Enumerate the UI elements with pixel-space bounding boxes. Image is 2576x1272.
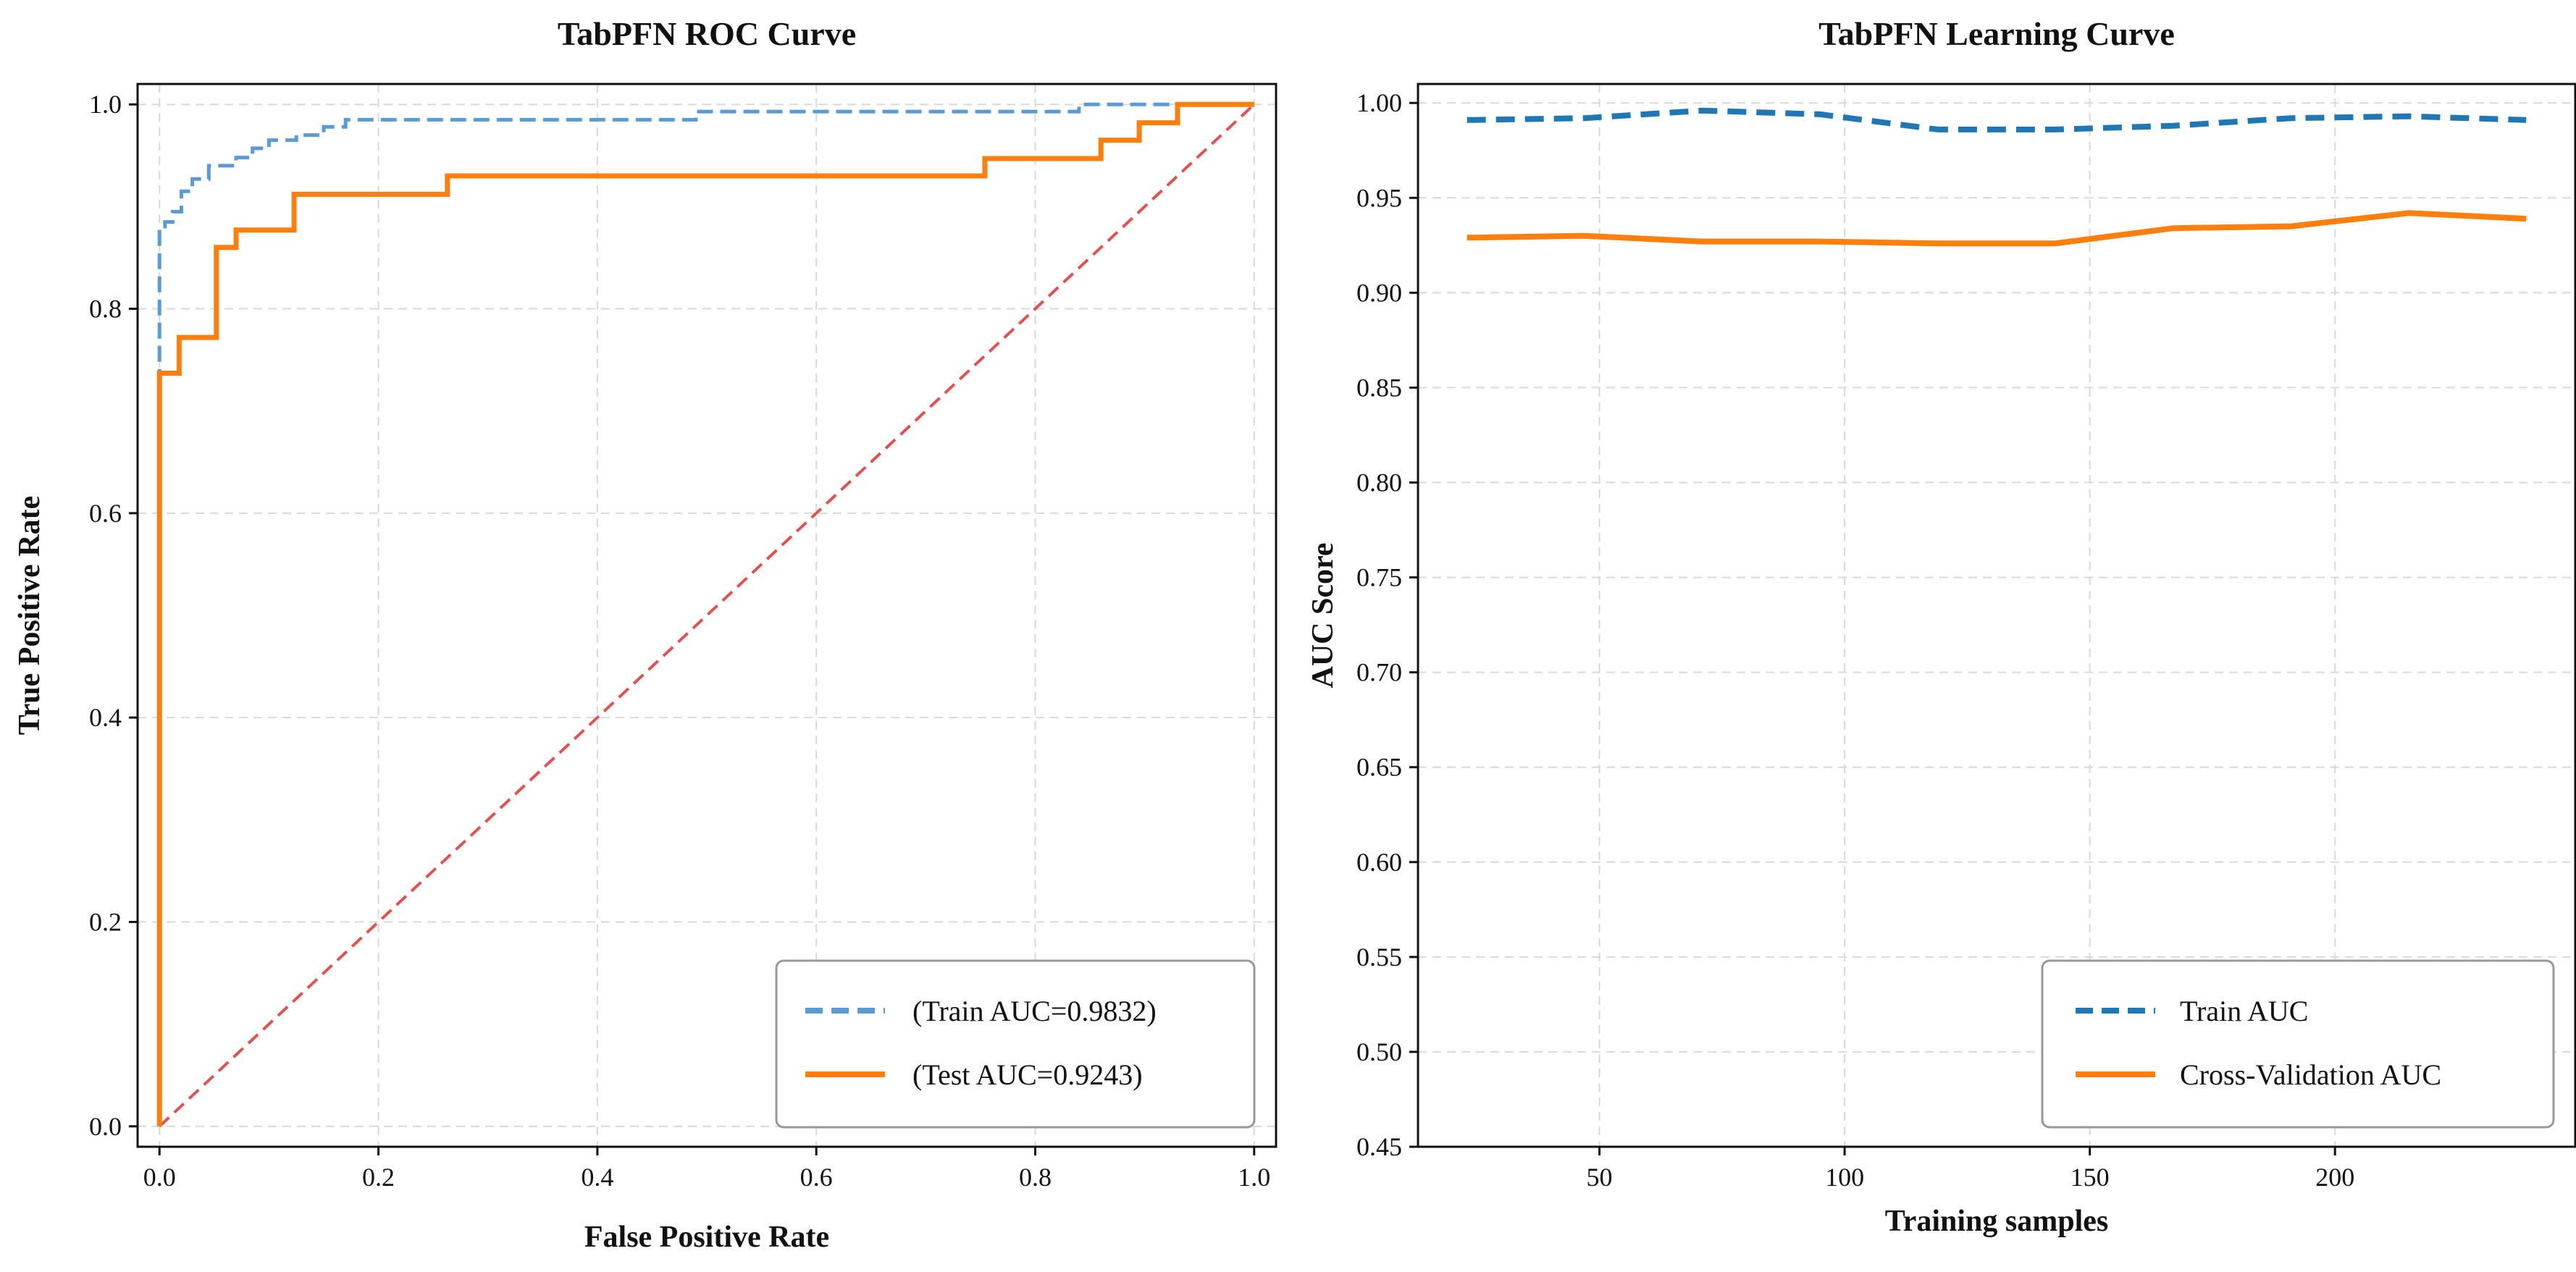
learning-curve-x-tick-label: 50 xyxy=(1587,1163,1613,1192)
learning-curve-y-axis-label: AUC Score xyxy=(1306,542,1340,688)
roc-legend-train-label: (Train AUC=0.9832) xyxy=(912,995,1157,1027)
learning-curve-y-tick-label: 0.50 xyxy=(1356,1037,1402,1066)
roc-legend: (Train AUC=0.9832) (Test AUC=0.9243) xyxy=(775,959,1256,1129)
learning-curve-y-tick-label: 0.60 xyxy=(1356,848,1402,877)
learning-curve-y-tick-label: 0.80 xyxy=(1356,468,1402,497)
learning-curve-y-tick-label: 0.75 xyxy=(1356,563,1402,592)
learning-curve-y-tick-label: 1.00 xyxy=(1356,88,1402,117)
roc-series-layer xyxy=(156,101,1256,1128)
learning-curve-series-layer xyxy=(1467,107,2527,247)
learning-curve-y-tick-label: 0.70 xyxy=(1356,658,1402,687)
learning-curve-x-axis-label: Training samples xyxy=(1885,1205,2108,1238)
roc-y-tick-label: 0.6 xyxy=(89,499,122,528)
learning-curve-y-tick-label: 0.55 xyxy=(1356,943,1402,972)
roc-ticks: 0.0 0.2 0.4 0.6 0.8 1.0 0.0 0.2 0.4 0.6 0.8 1.0 xyxy=(89,90,1270,1192)
learning-curve-y-tick-label: 0.65 xyxy=(1356,753,1402,782)
learning-curve-x-tick-label: 150 xyxy=(2071,1163,2110,1192)
roc-y-axis-label: True Positive Rate xyxy=(13,496,46,735)
roc-series-test-auc-0-9243-line xyxy=(156,101,1254,1126)
learning-curve-series-cross-validation-auc-line xyxy=(1467,210,2527,247)
learning-curve-y-tick-label: 0.95 xyxy=(1356,183,1402,212)
roc-y-tick-label: 0.0 xyxy=(89,1112,122,1141)
learning-curve-plot-frame xyxy=(1417,83,2576,1148)
learning-curve-ticks: 50 100 150 200 0.45 0.50 0.55 0.60 0.65 0.70 0.75 0… xyxy=(1356,88,2354,1192)
learning-curve-chart: TabPFN Learning Curve 50 100 150 200 0.45 0.5… xyxy=(1306,15,2576,1238)
learning-curve-x-tick-label: 100 xyxy=(1825,1163,1864,1192)
learning-curve-legend-box xyxy=(2041,959,2555,1129)
roc-chart: TabPFN ROC Curve 0.0 0.2 0.4 0.6 0.8 1.00.00.… xyxy=(13,15,1277,1254)
roc-y-tick-label: 0.4 xyxy=(89,703,122,732)
roc-legend-test-label: (Test AUC=0.9243) xyxy=(912,1058,1143,1091)
roc-y-tick-label: 1.0 xyxy=(89,90,122,119)
learning-curve-y-tick-label: 0.90 xyxy=(1356,278,1402,307)
roc-plot-frame xyxy=(136,83,1277,1148)
roc-y-tick-label: 0.2 xyxy=(89,907,122,936)
roc-series-train-auc-0-9832-line xyxy=(157,102,1254,1126)
roc-x-tick-label: 1.0 xyxy=(1238,1163,1270,1192)
learning-curve-title: TabPFN Learning Curve xyxy=(1818,15,2175,52)
learning-curve-legend-train-label: Train AUC xyxy=(2180,995,2308,1027)
roc-x-tick-label: 0.0 xyxy=(143,1163,176,1192)
roc-series-chance-line xyxy=(158,103,1256,1128)
learning-curve-legend: Train AUC Cross-Validation AUC xyxy=(2041,959,2555,1129)
roc-x-tick-label: 0.4 xyxy=(581,1163,613,1192)
roc-chart-title: TabPFN ROC Curve xyxy=(558,15,856,52)
roc-x-tick-label: 0.6 xyxy=(800,1163,833,1192)
roc-x-tick-label: 0.8 xyxy=(1019,1163,1052,1192)
learning-curve-series-train-auc-line xyxy=(1467,107,2527,132)
roc-legend-box xyxy=(775,959,1256,1129)
learning-curve-y-tick-label: 0.45 xyxy=(1356,1132,1402,1161)
learning-curve-x-tick-label: 200 xyxy=(2315,1163,2354,1192)
learning-curve-grid xyxy=(1418,84,2575,1147)
roc-x-axis-label: False Positive Rate xyxy=(584,1221,829,1254)
roc-x-tick-label: 0.2 xyxy=(362,1163,395,1192)
roc-y-tick-label: 0.8 xyxy=(89,295,122,324)
learning-curve-y-tick-label: 0.85 xyxy=(1356,373,1402,402)
learning-curve-legend-cv-label: Cross-Validation AUC xyxy=(2180,1058,2441,1091)
